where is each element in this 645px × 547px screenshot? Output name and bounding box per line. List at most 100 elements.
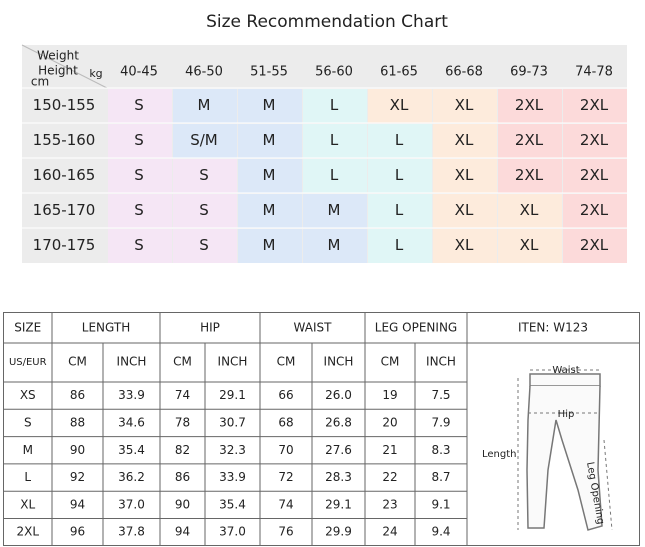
size-cell (563, 194, 627, 228)
sub-header: INCH (426, 355, 456, 369)
weight-header: 56-60 (315, 65, 353, 80)
size-value: L (395, 166, 404, 184)
size-value: S/M (190, 131, 218, 149)
height-label: 165-170 (33, 201, 96, 219)
size-cell (368, 124, 432, 158)
size-cell (563, 124, 627, 158)
size-value: XL (455, 201, 474, 219)
table-cell: 88 (70, 415, 85, 429)
size-value: XL (455, 131, 474, 149)
size-cell (108, 194, 172, 228)
size-cell (238, 124, 302, 158)
column-header: SIZE (14, 321, 41, 335)
size-cell (303, 229, 367, 263)
size-value: M (198, 96, 211, 114)
table-cell: 29.9 (325, 525, 352, 539)
table-cell: 29.1 (219, 388, 246, 402)
size-cell (368, 159, 432, 193)
size-value: S (199, 166, 209, 184)
size-cell (173, 124, 237, 158)
table-cell: 37.0 (118, 497, 145, 511)
table-cell: 33.9 (219, 470, 246, 484)
size-cell (238, 194, 302, 228)
table-cell: 70 (278, 443, 293, 457)
size-cell (433, 159, 497, 193)
size-cell (238, 159, 302, 193)
size-cell (563, 159, 627, 193)
table-cell: 74 (175, 388, 190, 402)
height-label: 160-165 (33, 166, 96, 184)
size-value: 2XL (580, 201, 609, 219)
size-value: M (328, 236, 341, 254)
table-cell: 7.9 (431, 415, 450, 429)
size-cell (303, 124, 367, 158)
sub-header: INCH (324, 355, 354, 369)
size-cell (108, 159, 172, 193)
size-cell (563, 229, 627, 263)
table-cell: 32.3 (219, 443, 246, 457)
size-cell (433, 124, 497, 158)
table-cell: 26.8 (325, 415, 352, 429)
table-cell: S (24, 415, 32, 429)
table-cell: 74 (278, 497, 293, 511)
size-value: S (134, 131, 144, 149)
table-cell: 8.7 (431, 470, 450, 484)
size-value: S (199, 236, 209, 254)
size-value: XL (455, 166, 474, 184)
leggings-diagram (517, 369, 613, 531)
title: Size Recommendation Chart (206, 12, 448, 32)
table-cell: 27.6 (325, 443, 352, 457)
table-cell: 94 (175, 525, 190, 539)
table-cell: 24 (382, 525, 397, 539)
size-cell (238, 229, 302, 263)
size-value: XL (390, 96, 409, 114)
size-value: 2XL (515, 96, 544, 114)
size-cell (368, 89, 432, 123)
table-cell: 7.5 (431, 388, 450, 402)
size-value: XL (455, 236, 474, 254)
column-header: LEG OPENING (375, 321, 457, 335)
table-cell: 37.0 (219, 525, 246, 539)
size-cell (368, 194, 432, 228)
sub-header: US/EUR (9, 357, 47, 368)
size-value: XL (455, 96, 474, 114)
table-cell: 76 (278, 525, 293, 539)
size-cell (498, 229, 562, 263)
size-value: L (330, 166, 339, 184)
table-cell: 96 (70, 525, 85, 539)
size-cell (498, 124, 562, 158)
size-value: S (199, 201, 209, 219)
table-cell: 86 (70, 388, 85, 402)
table-cell: 22 (382, 470, 397, 484)
column-header: WAIST (294, 321, 333, 335)
size-value: 2XL (515, 166, 544, 184)
table-cell: 23 (382, 497, 397, 511)
sub-header: CM (68, 355, 87, 369)
size-value: S (134, 236, 144, 254)
sub-header: INCH (117, 355, 147, 369)
size-value: L (395, 201, 404, 219)
size-cell (173, 229, 237, 263)
table-cell: 92 (70, 470, 85, 484)
size-value: 2XL (580, 131, 609, 149)
size-cell (303, 89, 367, 123)
column-header: LENGTH (82, 321, 130, 335)
size-value: L (330, 131, 339, 149)
size-value: M (328, 201, 341, 219)
table-cell: 21 (382, 443, 397, 457)
size-value: L (330, 96, 339, 114)
height-label: 155-160 (33, 131, 96, 149)
table-cell: 33.9 (118, 388, 145, 402)
table-cell: 9.4 (431, 525, 450, 539)
size-cell (433, 89, 497, 123)
table-cell: 90 (175, 497, 190, 511)
size-value: XL (520, 201, 539, 219)
size-cell (173, 194, 237, 228)
size-cell (563, 89, 627, 123)
weight-header: 66-68 (445, 65, 483, 80)
size-value: M (263, 201, 276, 219)
weight-header: 46-50 (185, 65, 223, 80)
size-cell (498, 89, 562, 123)
weight-header: 69-73 (510, 65, 548, 80)
